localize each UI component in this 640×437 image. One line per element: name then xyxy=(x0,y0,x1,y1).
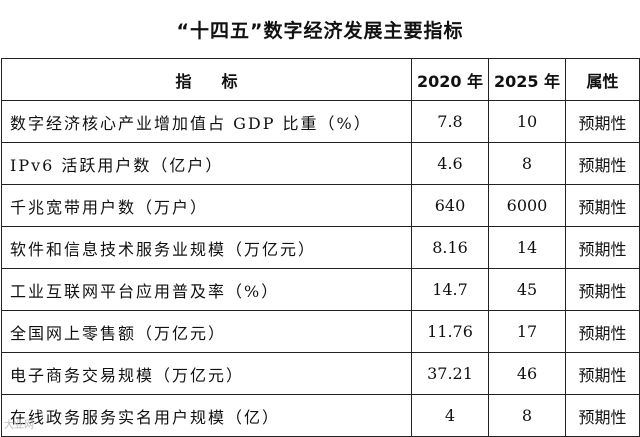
indicators-table: 指标 2020 年 2025 年 属性 数字经济核心产业增加值占 GDP 比重（… xyxy=(1,58,640,437)
table-row: 在线政务服务实名用户规模（亿） 4 8 预期性 xyxy=(1,394,640,437)
watermark: 大业网 xyxy=(4,420,34,431)
header-2025: 2025 年 xyxy=(488,58,566,101)
value-2020: 7.8 xyxy=(411,100,489,143)
attribute: 预期性 xyxy=(565,394,640,437)
value-2025: 46 xyxy=(488,352,566,395)
value-2020: 14.7 xyxy=(411,268,489,311)
attribute: 预期性 xyxy=(565,142,640,185)
value-2025: 10 xyxy=(488,100,566,143)
attribute: 预期性 xyxy=(565,310,640,353)
value-2020: 640 xyxy=(411,184,489,227)
header-attribute: 属性 xyxy=(565,58,640,101)
table-row: IPv6 活跃用户数（亿户） 4.6 8 预期性 xyxy=(1,142,640,185)
table-row: 全国网上零售额（万亿元） 11.76 17 预期性 xyxy=(1,310,640,353)
attribute: 预期性 xyxy=(565,184,640,227)
value-2025: 6000 xyxy=(488,184,566,227)
indicator-name: 工业互联网平台应用普及率（%） xyxy=(1,268,412,311)
table-row: 电子商务交易规模（万亿元） 37.21 46 预期性 xyxy=(1,352,640,395)
value-2020: 8.16 xyxy=(411,226,489,269)
table-header-row: 指标 2020 年 2025 年 属性 xyxy=(1,58,640,101)
value-2025: 17 xyxy=(488,310,566,353)
value-2025: 8 xyxy=(488,142,566,185)
value-2025: 14 xyxy=(488,226,566,269)
value-2020: 11.76 xyxy=(411,310,489,353)
attribute: 预期性 xyxy=(565,352,640,395)
indicator-name: IPv6 活跃用户数（亿户） xyxy=(1,142,412,185)
value-2020: 37.21 xyxy=(411,352,489,395)
value-2020: 4 xyxy=(411,394,489,437)
value-2025: 45 xyxy=(488,268,566,311)
attribute: 预期性 xyxy=(565,226,640,269)
table-row: 千兆宽带用户数（万户） 640 6000 预期性 xyxy=(1,184,640,227)
indicator-name: 电子商务交易规模（万亿元） xyxy=(1,352,412,395)
attribute: 预期性 xyxy=(565,268,640,311)
indicator-name: 全国网上零售额（万亿元） xyxy=(1,310,412,353)
table-row: 工业互联网平台应用普及率（%） 14.7 45 预期性 xyxy=(1,268,640,311)
table-title: “十四五”数字经济发展主要指标 xyxy=(176,19,464,42)
value-2020: 4.6 xyxy=(411,142,489,185)
indicator-name: 千兆宽带用户数（万户） xyxy=(1,184,412,227)
attribute: 预期性 xyxy=(565,100,640,143)
indicator-name: 数字经济核心产业增加值占 GDP 比重（%） xyxy=(1,100,412,143)
indicator-name: 软件和信息技术服务业规模（万亿元） xyxy=(1,226,412,269)
table-row: 数字经济核心产业增加值占 GDP 比重（%） 7.8 10 预期性 xyxy=(1,100,640,143)
header-indicator: 指标 xyxy=(1,58,412,101)
indicator-name: 在线政务服务实名用户规模（亿） xyxy=(1,394,412,437)
header-2020: 2020 年 xyxy=(411,58,489,101)
value-2025: 8 xyxy=(488,394,566,437)
table-row: 软件和信息技术服务业规模（万亿元） 8.16 14 预期性 xyxy=(1,226,640,269)
